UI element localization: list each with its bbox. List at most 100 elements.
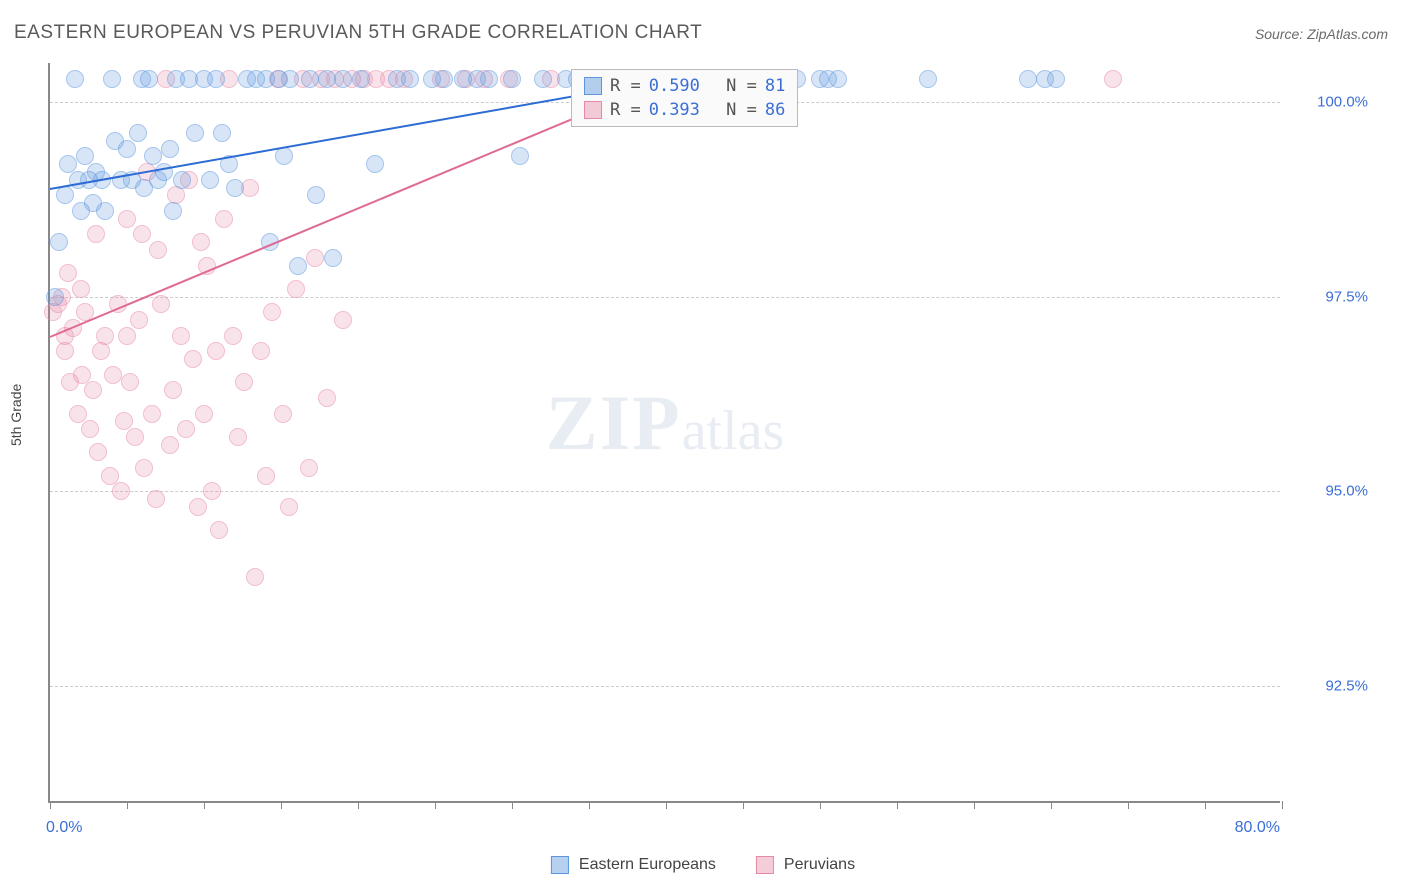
scatter-point-b — [1104, 70, 1122, 88]
scatter-point-b — [89, 443, 107, 461]
scatter-point-a — [66, 70, 84, 88]
scatter-point-b — [56, 342, 74, 360]
x-tick — [897, 801, 898, 809]
scatter-point-b — [172, 327, 190, 345]
scatter-point-b — [130, 311, 148, 329]
scatter-point-b — [161, 436, 179, 454]
legend-row-a: R = 0.590 N = 81 — [584, 74, 785, 98]
x-axis-max-label: 80.0% — [1235, 819, 1280, 837]
scatter-point-b — [96, 327, 114, 345]
scatter-point-a — [480, 70, 498, 88]
correlation-legend: R = 0.590 N = 81 R = 0.393 N = 86 — [571, 69, 798, 127]
scatter-point-b — [263, 303, 281, 321]
x-tick — [358, 801, 359, 809]
y-tick-label: 97.5% — [1325, 288, 1368, 305]
scatter-point-a — [1047, 70, 1065, 88]
chart-title: EASTERN EUROPEAN VS PERUVIAN 5TH GRADE C… — [14, 22, 702, 44]
scatter-point-a — [511, 147, 529, 165]
scatter-point-b — [121, 373, 139, 391]
scatter-point-a — [118, 140, 136, 158]
x-tick — [435, 801, 436, 809]
y-tick-label: 100.0% — [1317, 93, 1368, 110]
scatter-point-a — [275, 147, 293, 165]
scatter-point-b — [300, 459, 318, 477]
scatter-point-b — [257, 467, 275, 485]
y-tick-label: 95.0% — [1325, 483, 1368, 500]
scatter-point-b — [280, 498, 298, 516]
scatter-point-b — [235, 373, 253, 391]
n-label-b: N = — [726, 100, 757, 120]
legend-row-b: R = 0.393 N = 86 — [584, 98, 785, 122]
scatter-point-a — [366, 155, 384, 173]
scatter-point-b — [87, 225, 105, 243]
n-value-a: 81 — [765, 76, 785, 96]
scatter-point-a — [401, 70, 419, 88]
gridline-h — [50, 297, 1280, 298]
n-label-a: N = — [726, 76, 757, 96]
scatter-point-b — [112, 482, 130, 500]
scatter-point-b — [164, 381, 182, 399]
scatter-point-a — [213, 124, 231, 142]
source-label: Source: ZipAtlas.com — [1255, 26, 1388, 42]
x-axis-min-label: 0.0% — [46, 819, 82, 837]
n-value-b: 86 — [765, 100, 785, 120]
scatter-point-a — [46, 288, 64, 306]
scatter-point-a — [129, 124, 147, 142]
scatter-point-a — [50, 233, 68, 251]
x-tick — [1205, 801, 1206, 809]
legend-item-b: Peruvians — [756, 856, 855, 874]
x-tick — [512, 801, 513, 809]
scatter-point-b — [152, 295, 170, 313]
plot-area: ZIPatlas 0.0% 80.0% 92.5%95.0%97.5%100.0… — [48, 63, 1280, 803]
x-tick — [589, 801, 590, 809]
scatter-point-a — [307, 186, 325, 204]
x-tick — [1282, 801, 1283, 809]
scatter-point-b — [143, 405, 161, 423]
scatter-point-b — [192, 233, 210, 251]
scatter-point-b — [287, 280, 305, 298]
scatter-point-b — [306, 249, 324, 267]
y-tick-label: 92.5% — [1325, 678, 1368, 695]
scatter-point-b — [133, 225, 151, 243]
scatter-point-b — [81, 420, 99, 438]
legend-swatch-a — [584, 77, 602, 95]
scatter-point-a — [173, 171, 191, 189]
scatter-point-b — [126, 428, 144, 446]
scatter-point-b — [69, 405, 87, 423]
scatter-point-b — [189, 498, 207, 516]
scatter-point-a — [164, 202, 182, 220]
scatter-point-b — [118, 327, 136, 345]
scatter-point-a — [207, 70, 225, 88]
scatter-point-b — [184, 350, 202, 368]
r-label-b: R = — [610, 100, 641, 120]
scatter-point-b — [246, 568, 264, 586]
x-tick — [50, 801, 51, 809]
scatter-point-a — [324, 249, 342, 267]
scatter-point-b — [215, 210, 233, 228]
scatter-point-b — [274, 405, 292, 423]
r-label-a: R = — [610, 76, 641, 96]
legend-color-b — [756, 856, 774, 874]
x-tick — [820, 801, 821, 809]
gridline-h — [50, 491, 1280, 492]
scatter-point-a — [435, 70, 453, 88]
scatter-point-b — [84, 381, 102, 399]
watermark-light: atlas — [682, 400, 785, 462]
scatter-point-b — [224, 327, 242, 345]
scatter-point-b — [72, 280, 90, 298]
scatter-point-b — [334, 311, 352, 329]
scatter-point-a — [186, 124, 204, 142]
scatter-point-b — [207, 342, 225, 360]
x-tick — [743, 801, 744, 809]
scatter-point-b — [59, 264, 77, 282]
scatter-point-b — [241, 179, 259, 197]
scatter-point-b — [177, 420, 195, 438]
scatter-point-b — [318, 389, 336, 407]
scatter-point-a — [334, 70, 352, 88]
correlation-chart: EASTERN EUROPEAN VS PERUVIAN 5TH GRADE C… — [0, 0, 1406, 892]
x-tick — [1128, 801, 1129, 809]
scatter-point-a — [201, 171, 219, 189]
legend-item-a: Eastern Europeans — [551, 856, 716, 874]
scatter-point-a — [352, 70, 370, 88]
series-b-name: Peruvians — [784, 856, 855, 874]
